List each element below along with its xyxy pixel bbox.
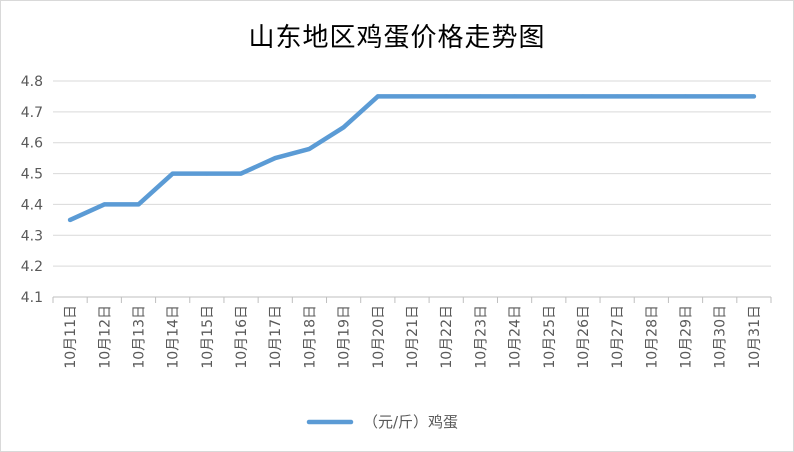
data-point xyxy=(410,94,414,99)
x-tick-label: 10月12日 xyxy=(97,305,113,369)
data-point xyxy=(478,94,483,99)
data-point xyxy=(204,171,209,176)
x-tick-label: 10月31日 xyxy=(747,305,763,369)
y-tick-label: 4.4 xyxy=(21,197,43,213)
x-tick-label: 10月23日 xyxy=(473,305,489,369)
series-line xyxy=(67,94,757,223)
data-point xyxy=(444,94,449,99)
x-tick-label: 10月20日 xyxy=(371,305,387,369)
x-tick-label: 10月26日 xyxy=(576,305,592,369)
data-point xyxy=(580,94,585,99)
x-tick-label: 10月11日 xyxy=(63,305,79,369)
data-point xyxy=(136,202,141,207)
x-tick-label: 10月29日 xyxy=(679,305,695,369)
y-tick-label: 4.3 xyxy=(21,228,43,244)
legend-label: （元/斤）鸡蛋 xyxy=(363,413,458,431)
x-tick-label: 10月21日 xyxy=(405,305,421,369)
data-point xyxy=(512,94,517,99)
data-point xyxy=(546,94,551,99)
x-tick-label: 10月22日 xyxy=(439,305,455,369)
x-tick-label: 10月16日 xyxy=(234,305,250,369)
data-point xyxy=(751,94,756,99)
x-tick-label: 10月28日 xyxy=(644,305,660,369)
data-point xyxy=(683,94,688,99)
x-tick-label: 10月25日 xyxy=(542,305,558,369)
x-tick-label: 10月24日 xyxy=(508,305,524,369)
data-point xyxy=(102,202,107,207)
x-tick-label: 10月19日 xyxy=(337,305,353,369)
chart-title: 山东地区鸡蛋价格走势图 xyxy=(248,23,546,53)
x-tick-label: 10月15日 xyxy=(200,305,216,369)
y-tick-label: 4.8 xyxy=(21,74,43,90)
x-tick-label: 10月30日 xyxy=(713,305,729,369)
data-point xyxy=(68,217,73,222)
y-tick-label: 4.7 xyxy=(21,105,43,121)
y-tick-label: 4.6 xyxy=(21,136,43,152)
data-point xyxy=(341,125,346,130)
x-tick-label: 10月18日 xyxy=(302,305,318,369)
data-point xyxy=(239,171,244,176)
y-tick-label: 4.5 xyxy=(21,167,43,183)
x-tick-label: 10月14日 xyxy=(166,305,182,369)
data-point xyxy=(375,94,380,99)
data-point xyxy=(615,94,620,99)
x-tick-label: 10月27日 xyxy=(610,305,626,369)
x-tick-label: 10月17日 xyxy=(268,305,284,369)
data-point xyxy=(273,156,278,161)
data-point xyxy=(649,94,654,99)
data-point xyxy=(307,146,312,151)
y-tick-label: 4.2 xyxy=(21,259,43,275)
data-point xyxy=(170,171,175,176)
data-point xyxy=(717,94,722,99)
y-tick-label: 4.1 xyxy=(21,290,43,306)
x-tick-label: 10月13日 xyxy=(131,305,147,369)
